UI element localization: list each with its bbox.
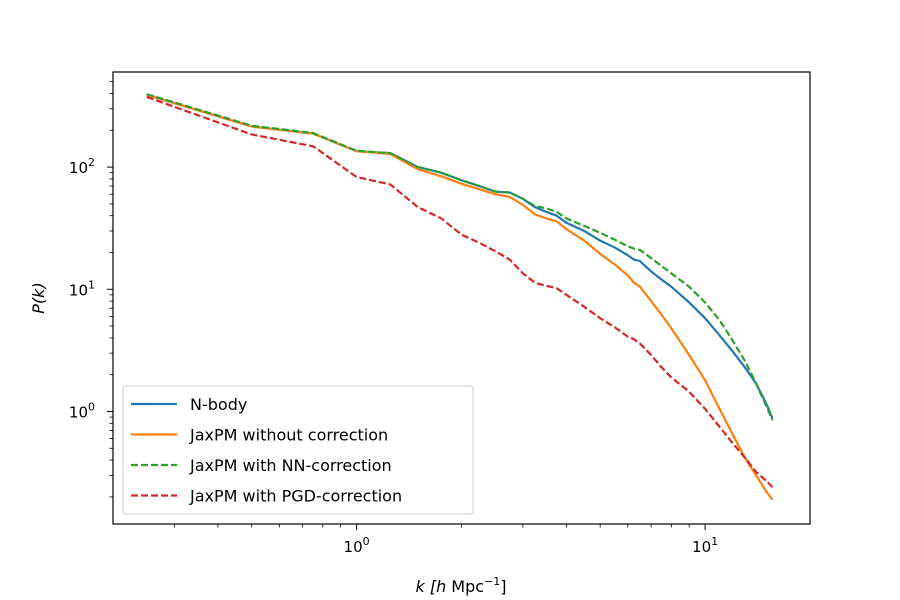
- series-line-1: [146, 93, 774, 501]
- x-tick-label: 101: [692, 535, 718, 556]
- x-tick-label: 100: [344, 535, 370, 556]
- x-axis-label: k [h Mpc−1]: [415, 575, 506, 596]
- y-tick-label: 100: [69, 400, 95, 421]
- legend-label-3: JaxPM with PGD-correction: [189, 487, 402, 506]
- y-tick-label: 102: [69, 156, 95, 177]
- series-line-3: [146, 95, 774, 488]
- series-layer: [146, 93, 774, 501]
- legend-box: [122, 385, 474, 515]
- legend: N-body JaxPM without correction JaxPM with…: [122, 385, 474, 515]
- ticks-layer: 100 101 100 101 102: [69, 81, 718, 556]
- legend-label-1: JaxPM without correction: [189, 426, 388, 445]
- y-axis-label: P(k): [29, 282, 48, 313]
- series-line-0: [146, 93, 774, 419]
- legend-label-0: N-body: [190, 395, 247, 414]
- y-tick-label: 101: [69, 278, 95, 299]
- legend-label-2: JaxPM with NN-correction: [189, 456, 392, 475]
- series-line-2: [146, 93, 774, 421]
